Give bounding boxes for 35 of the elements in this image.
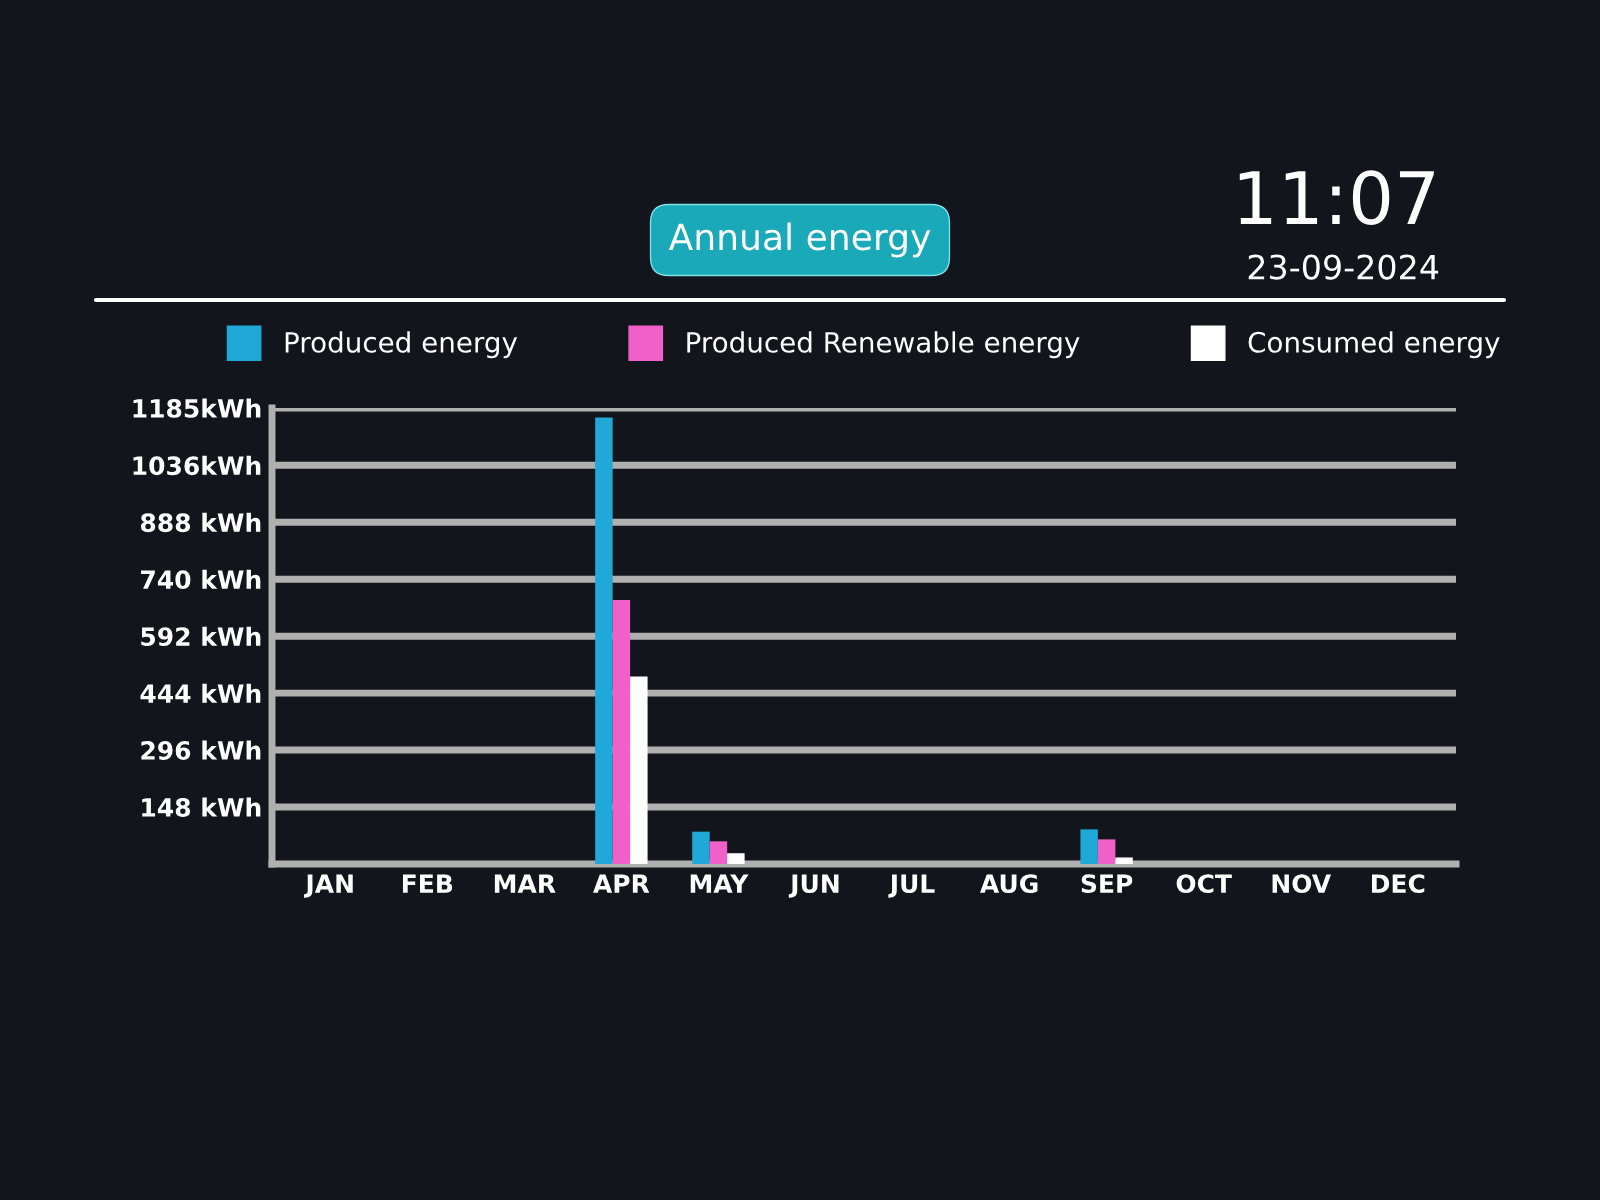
bar	[1080, 829, 1098, 864]
y-tick-label: 888 kWh	[140, 512, 261, 533]
bar	[612, 600, 631, 864]
x-tick-label: OCT	[1176, 874, 1232, 894]
x-tick-label: MAR	[494, 874, 556, 893]
x-tick-label: MAY	[690, 874, 749, 893]
bar	[692, 831, 710, 864]
legend-label: Produced Renewable energy	[687, 331, 1080, 359]
x-tick-label: NOV	[1272, 874, 1332, 894]
legend-label: Consumed energy	[1248, 331, 1500, 359]
bar	[1115, 857, 1133, 864]
legend-label: Produced energy	[285, 331, 518, 359]
bar	[630, 676, 648, 864]
y-tick-label: 740 kWh	[141, 569, 261, 590]
x-tick-label: JUL	[888, 874, 935, 898]
y-tick-label: 296 kWh	[141, 740, 261, 760]
y-tick-label: 148 kWh	[142, 797, 261, 817]
x-tick-label: JUN	[788, 874, 839, 898]
x-tick-label: FEB	[402, 874, 453, 893]
x-tick-label: SEP	[1081, 874, 1133, 894]
bar	[709, 841, 728, 864]
bar	[1097, 839, 1116, 864]
x-tick-label: DEC	[1371, 874, 1425, 894]
bar	[595, 417, 613, 864]
x-tick-label: APR	[593, 874, 650, 893]
bar	[727, 853, 745, 864]
text: 11:07	[1239, 170, 1434, 225]
y-tick-label: 592 kWh	[141, 626, 261, 647]
text: 23-09-2024	[1248, 254, 1439, 280]
y-tick-label: 1185kWh	[133, 398, 261, 418]
x-tick-label: AUG	[980, 874, 1038, 894]
x-tick-label: JAN	[304, 874, 353, 898]
y-tick-label: 1036kWh	[133, 455, 261, 476]
y-tick-label: 444 kWh	[140, 683, 261, 703]
chart-title: Annual energy	[668, 222, 931, 258]
